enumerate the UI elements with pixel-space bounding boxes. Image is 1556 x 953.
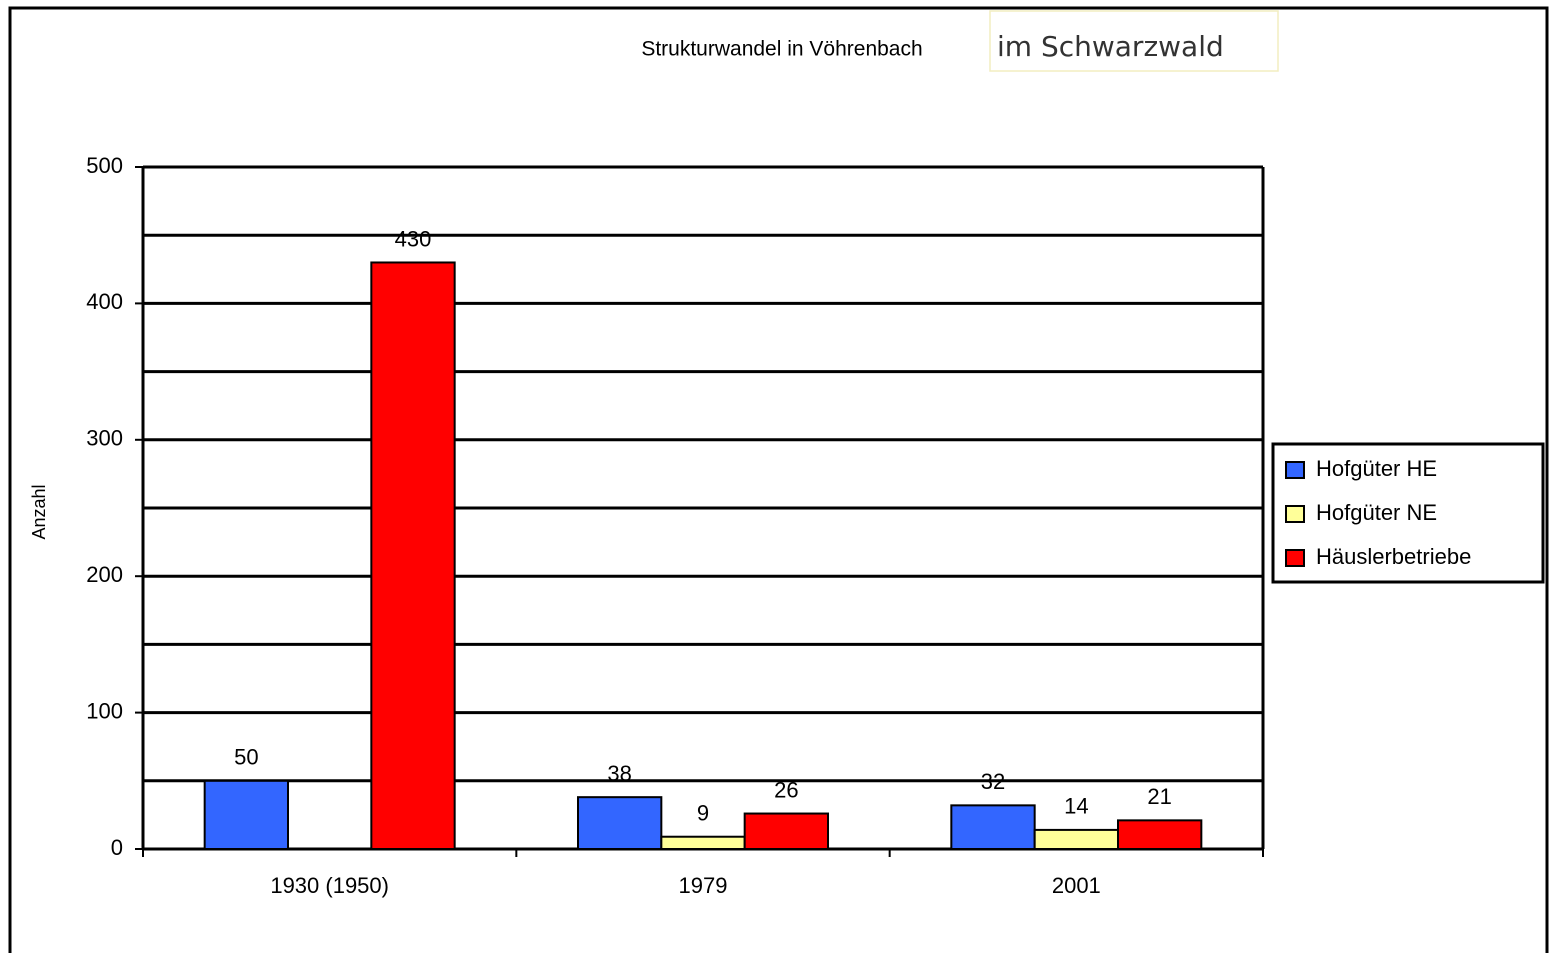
value-label: 21 [1147,784,1171,809]
bar [950,804,1036,850]
y-tick-label: 400 [86,289,123,314]
bar [577,796,663,851]
y-tick-label: 0 [111,835,123,860]
y-tick-label: 300 [86,426,123,451]
legend-label: Häuslerbetriebe [1316,544,1471,569]
bar [203,779,290,850]
y-tick-label: 500 [86,153,123,178]
value-label: 26 [774,777,798,802]
bar [370,261,456,851]
bar [1117,819,1203,851]
legend-swatch [1285,461,1305,479]
legend-swatch [1285,549,1305,567]
x-tick-label: 1979 [679,873,728,898]
y-axis-title: Anzahl [29,484,49,539]
bar [743,812,830,851]
y-tick-label: 200 [86,562,123,587]
value-label: 430 [395,226,432,251]
value-label: 50 [234,745,258,770]
annotation-box [989,10,1279,72]
x-tick-label: 1930 (1950) [270,873,389,898]
legend-label: Hofgüter HE [1316,456,1437,481]
annotation: im Schwarzwald [997,30,1224,63]
bar [660,835,746,850]
value-label: 32 [981,769,1005,794]
value-label: 14 [1064,794,1088,819]
bar [1033,828,1119,850]
y-tick-label: 100 [86,698,123,723]
legend-swatch [1285,505,1305,523]
value-label: 38 [607,761,631,786]
x-tick-label: 2001 [1052,873,1101,898]
legend-label: Hofgüter NE [1316,500,1437,525]
value-label: 9 [697,801,709,826]
legend-box [1271,442,1545,584]
chart-title: Strukturwandel in Vöhrenbach [641,38,922,61]
